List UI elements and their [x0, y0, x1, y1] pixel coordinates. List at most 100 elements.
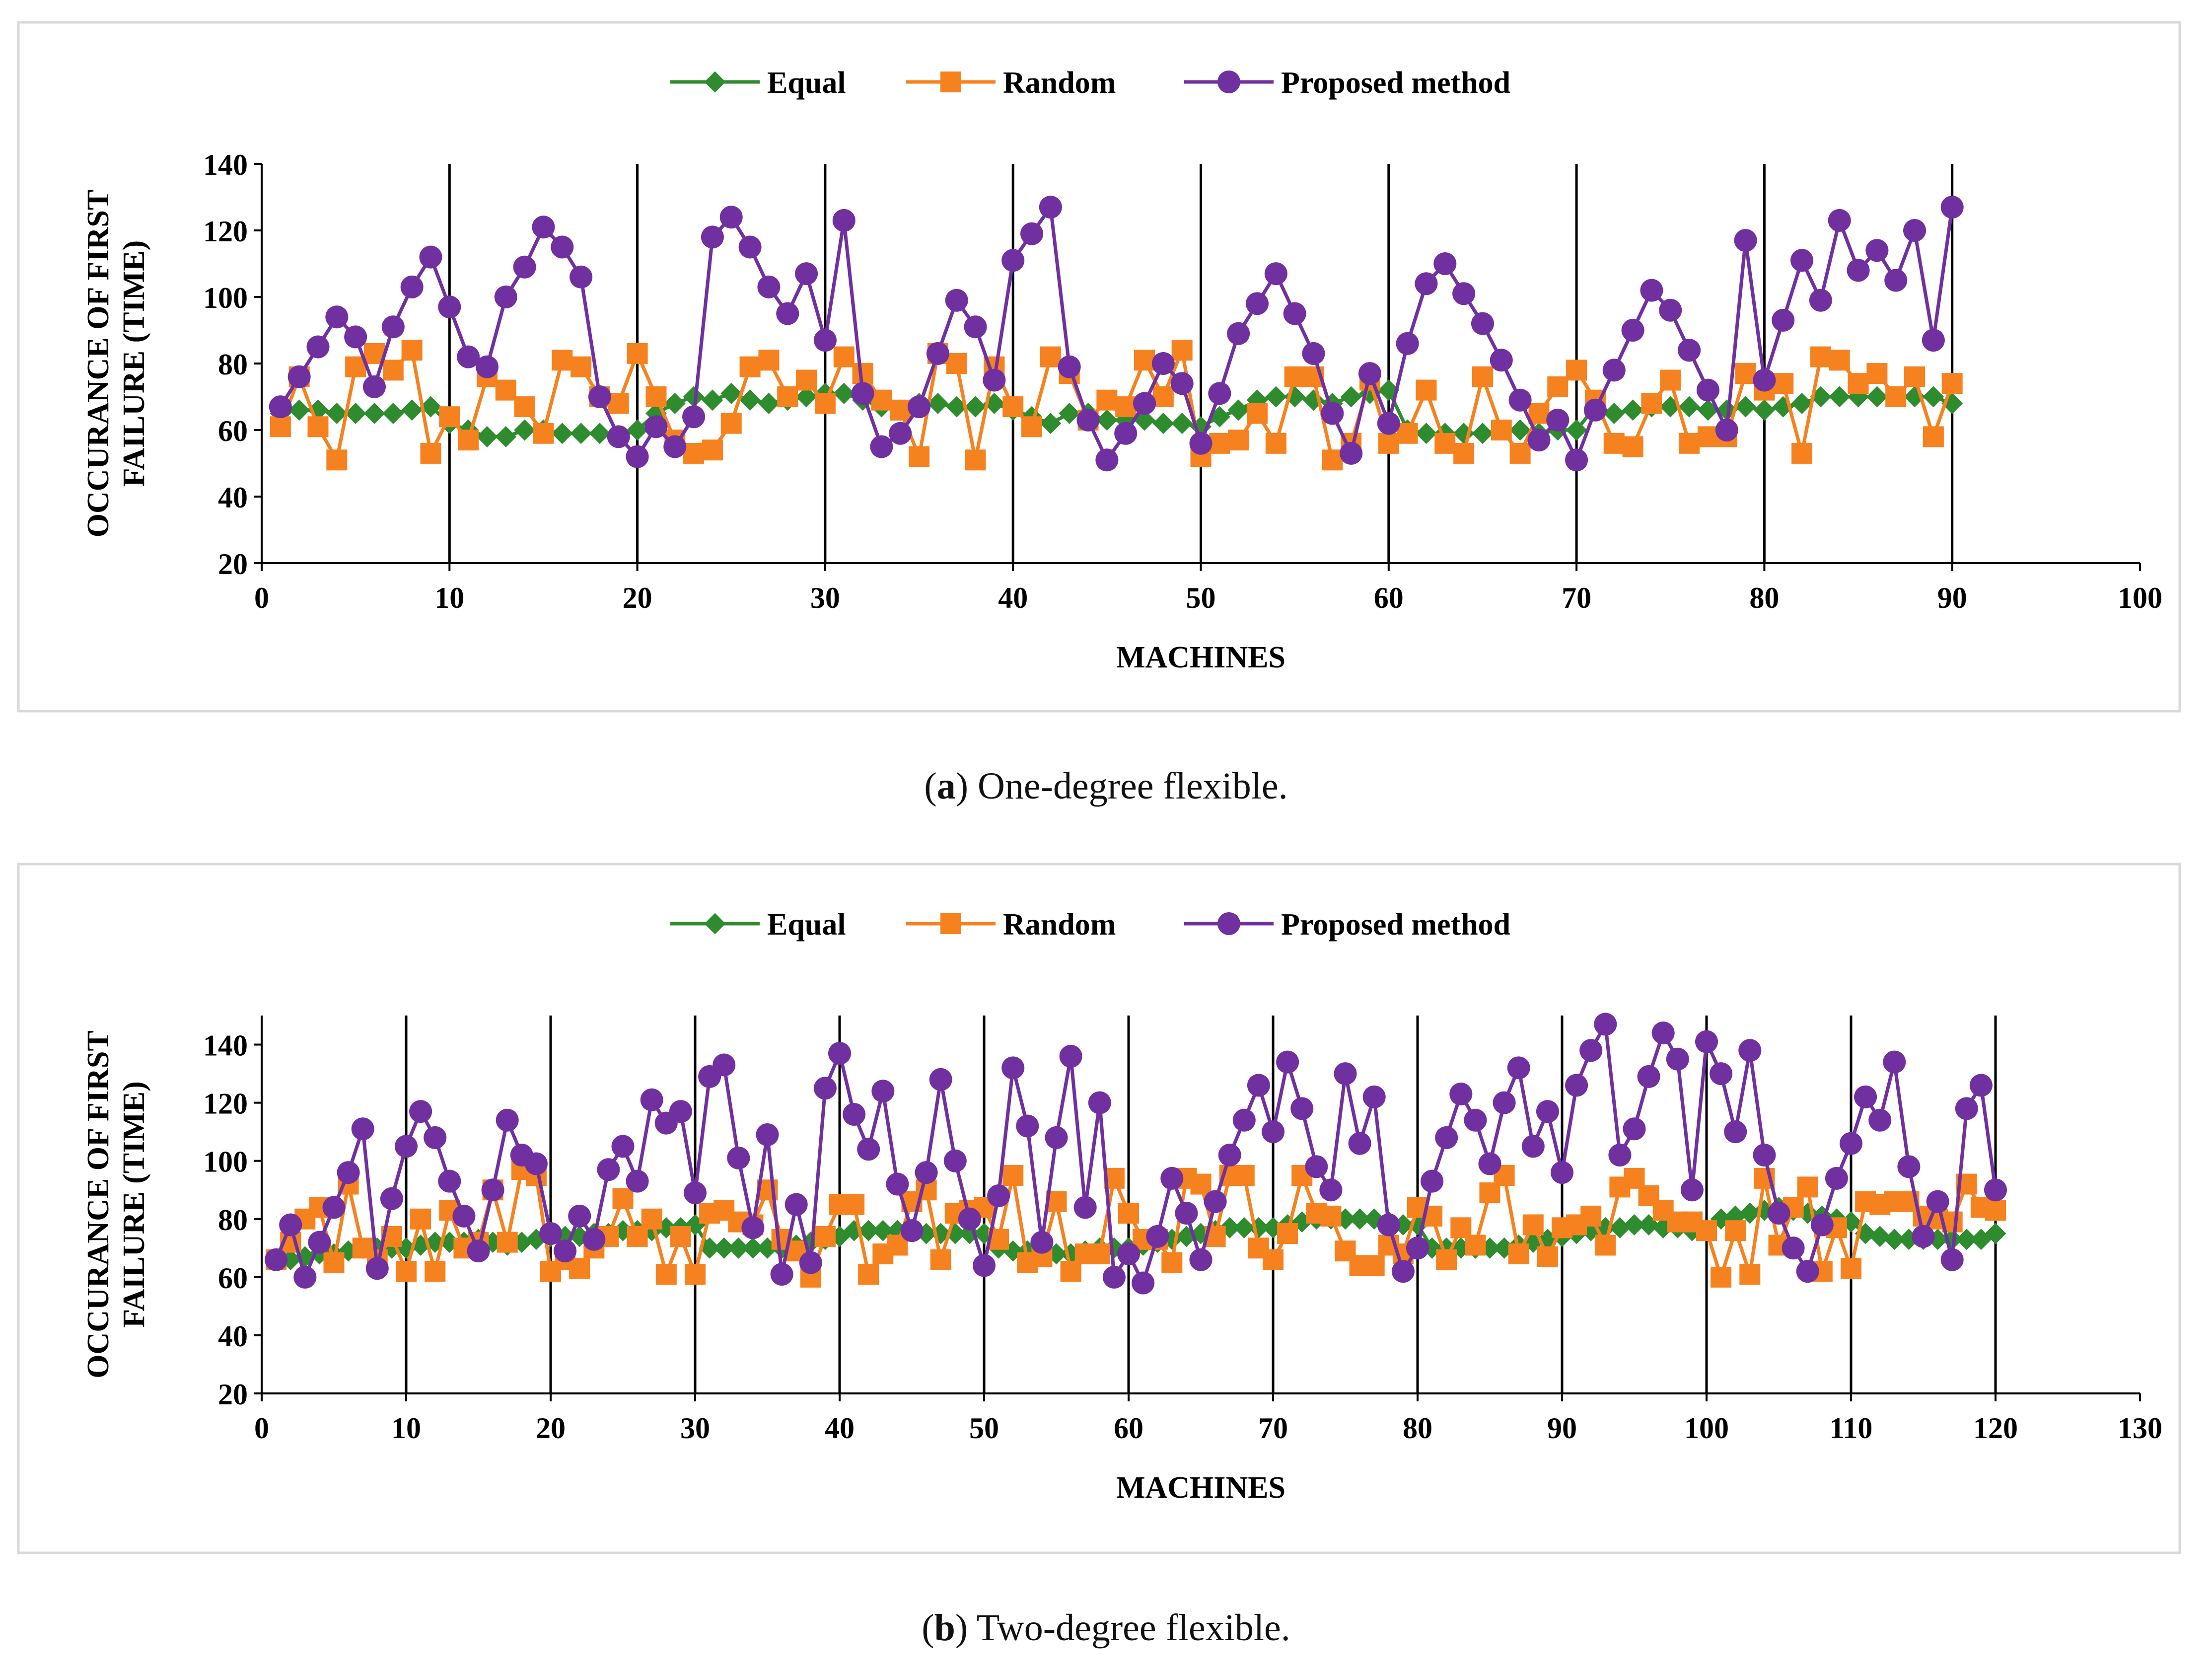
data-point [684, 1181, 707, 1205]
data-point [1854, 1085, 1877, 1108]
data-point [551, 423, 573, 444]
data-point [326, 449, 348, 471]
data-point [756, 1123, 779, 1147]
data-point [1829, 386, 1851, 408]
data-point [814, 1226, 836, 1247]
data-point [946, 353, 967, 374]
data-point [1160, 1166, 1184, 1190]
data-point [1508, 1243, 1529, 1265]
data-point [1509, 442, 1531, 464]
data-point [1208, 382, 1231, 405]
data-point [857, 1138, 880, 1161]
data-point [1660, 369, 1681, 391]
data-point [1189, 432, 1213, 455]
data-point [396, 1261, 417, 1282]
data-point [1436, 1249, 1457, 1270]
y-axis-label: OCCURANCE OF FIRSTFAILURE (TIME) [81, 190, 151, 537]
data-point [1491, 420, 1512, 440]
data-point [1095, 448, 1119, 472]
data-point [813, 1077, 837, 1100]
data-point [1546, 408, 1570, 432]
data-point [1969, 1074, 1993, 1097]
data-point [1678, 396, 1700, 418]
data-point [945, 289, 968, 312]
caption-b: (b) Two-degree flexible. [922, 1607, 1290, 1649]
data-point [1117, 1242, 1140, 1266]
data-point [1262, 1120, 1284, 1144]
data-point [1866, 363, 1888, 384]
data-point [1170, 372, 1194, 395]
data-point [1641, 393, 1662, 414]
data-point [551, 235, 574, 259]
data-point [279, 1213, 302, 1237]
data-point [1232, 1108, 1256, 1132]
data-point [365, 1257, 389, 1280]
data-point [870, 435, 893, 458]
data-point [1045, 1126, 1068, 1149]
data-point [701, 225, 724, 249]
data-point [926, 342, 949, 365]
data-point [1897, 1155, 1921, 1178]
data-point [799, 1251, 822, 1274]
data-point [1277, 1223, 1298, 1244]
data-point [1595, 1235, 1616, 1256]
data-point [1088, 1091, 1111, 1114]
data-point [1521, 1135, 1545, 1158]
data-point [1797, 1176, 1818, 1198]
data-point [1847, 259, 1870, 282]
data-point [1152, 413, 1174, 435]
data-point [770, 1262, 793, 1286]
data-point [1782, 1237, 1805, 1260]
data-point [929, 1068, 952, 1091]
data-point [345, 403, 366, 424]
data-point [908, 395, 931, 419]
data-point [727, 1237, 749, 1259]
data-point [1791, 392, 1813, 414]
data-point [685, 1263, 706, 1285]
data-point [1016, 1114, 1039, 1138]
data-point [288, 399, 310, 421]
data-point [1283, 302, 1306, 325]
data-point [1002, 1165, 1024, 1186]
data-point [1406, 1237, 1429, 1260]
data-point [1883, 1229, 1905, 1250]
chart-two-degree: 20 40 60 80 100 120 140 0 10 20 30 40 50 60 70 80 90 100 1… [17, 863, 2181, 1554]
data-point [1810, 1213, 1834, 1237]
data-point [739, 356, 761, 377]
data-point [1302, 342, 1325, 365]
data-point [776, 302, 799, 325]
data-point [1227, 399, 1249, 421]
x-tick-label: 30 [810, 582, 840, 614]
data-point [1884, 269, 1908, 292]
legend-label: Random [1003, 66, 1116, 100]
data-point [1218, 1143, 1241, 1166]
data-point [1753, 368, 1776, 392]
data-point [655, 1263, 677, 1285]
data-point [645, 386, 667, 407]
data-point [1377, 1213, 1400, 1237]
data-point [1396, 332, 1419, 355]
data-point [1923, 426, 1944, 447]
data-point [626, 445, 649, 468]
x-tick-label: 60 [1114, 1412, 1143, 1445]
data-point [900, 1219, 924, 1242]
data-point [871, 1080, 895, 1103]
data-point [702, 389, 723, 411]
data-point [886, 1172, 909, 1196]
data-point [1118, 1203, 1139, 1224]
data-point [1679, 433, 1700, 454]
data-point [1651, 1021, 1675, 1045]
data-point [1624, 1214, 1645, 1236]
data-point [439, 406, 460, 428]
data-point [1809, 289, 1832, 312]
data-point [1509, 419, 1531, 441]
data-point [552, 350, 573, 371]
data-point [777, 386, 798, 407]
data-point [1956, 1229, 1978, 1250]
data-point [1810, 346, 1831, 367]
data-point [410, 1208, 431, 1230]
data-point [1471, 312, 1494, 335]
y-tick-label: 80 [218, 348, 248, 381]
data-point [457, 345, 480, 368]
data-point [1904, 366, 1926, 387]
